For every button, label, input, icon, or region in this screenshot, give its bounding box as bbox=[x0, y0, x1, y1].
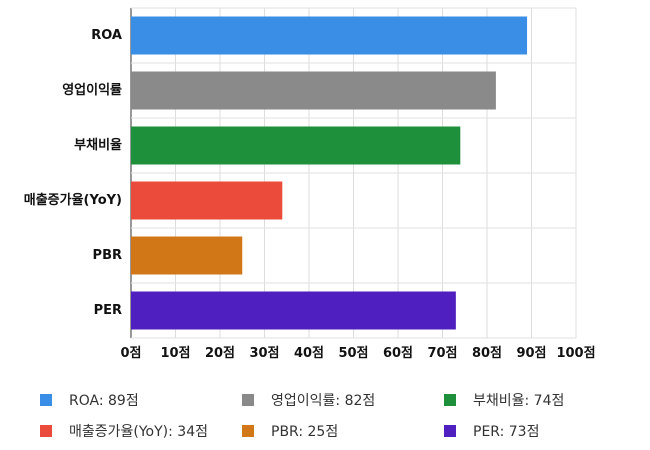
x-tick-label: 60점 bbox=[383, 346, 413, 361]
legend-swatch bbox=[242, 425, 254, 437]
legend-swatch bbox=[242, 394, 254, 406]
legend-swatch bbox=[444, 425, 456, 437]
category-label: ROA bbox=[91, 28, 122, 43]
x-tick-label: 100점 bbox=[556, 346, 595, 361]
legend-item: 부채비율: 74점 bbox=[444, 388, 640, 412]
legend-swatch bbox=[40, 394, 52, 406]
bar bbox=[131, 126, 461, 165]
legend-label: 영업이익률: 82점 bbox=[271, 393, 376, 409]
bar bbox=[131, 181, 283, 220]
legend-item: 영업이익률: 82점 bbox=[242, 388, 444, 412]
legend-item: PER: 73점 bbox=[444, 419, 640, 443]
legend-label: 부채비율: 74점 bbox=[473, 393, 565, 409]
category-label: 영업이익률 bbox=[62, 82, 122, 98]
category-label: 매출증가율(YoY) bbox=[24, 192, 122, 208]
legend-label: PBR: 25점 bbox=[271, 424, 339, 440]
legend-label: 매출증가율(YoY): 34점 bbox=[69, 424, 208, 440]
category-label: PBR bbox=[93, 248, 122, 263]
bar bbox=[131, 236, 243, 275]
grid-lines bbox=[130, 7, 577, 339]
x-tick-label: 80점 bbox=[472, 346, 502, 361]
legend-item: ROA: 89점 bbox=[40, 388, 242, 412]
x-tick-label: 50점 bbox=[338, 346, 368, 361]
x-tick-label: 90점 bbox=[516, 346, 546, 361]
x-tick-labels: 0점 10점 20점 30점 40점 50점 60점 70점 80점 90점 100점 bbox=[120, 346, 595, 361]
x-tick-label: 20점 bbox=[205, 346, 235, 361]
legend-label: PER: 73점 bbox=[473, 424, 540, 440]
legend-item: 매출증가율(YoY): 34점 bbox=[40, 419, 242, 443]
legend-swatch bbox=[40, 425, 52, 437]
legend-label: ROA: 89점 bbox=[69, 393, 139, 409]
x-tick-label: 10점 bbox=[160, 346, 190, 361]
legend-item: PBR: 25점 bbox=[242, 419, 444, 443]
category-label: 부채비율 bbox=[74, 137, 122, 153]
bars bbox=[131, 16, 528, 330]
bar bbox=[131, 291, 456, 330]
category-label: PER bbox=[94, 303, 122, 318]
x-tick-label: 70점 bbox=[427, 346, 457, 361]
bar bbox=[131, 16, 528, 55]
x-tick-label: 40점 bbox=[294, 346, 324, 361]
x-tick-label: 30점 bbox=[249, 346, 279, 361]
x-tick-label: 0점 bbox=[120, 346, 141, 361]
legend-swatch bbox=[444, 394, 456, 406]
bar bbox=[131, 71, 496, 110]
